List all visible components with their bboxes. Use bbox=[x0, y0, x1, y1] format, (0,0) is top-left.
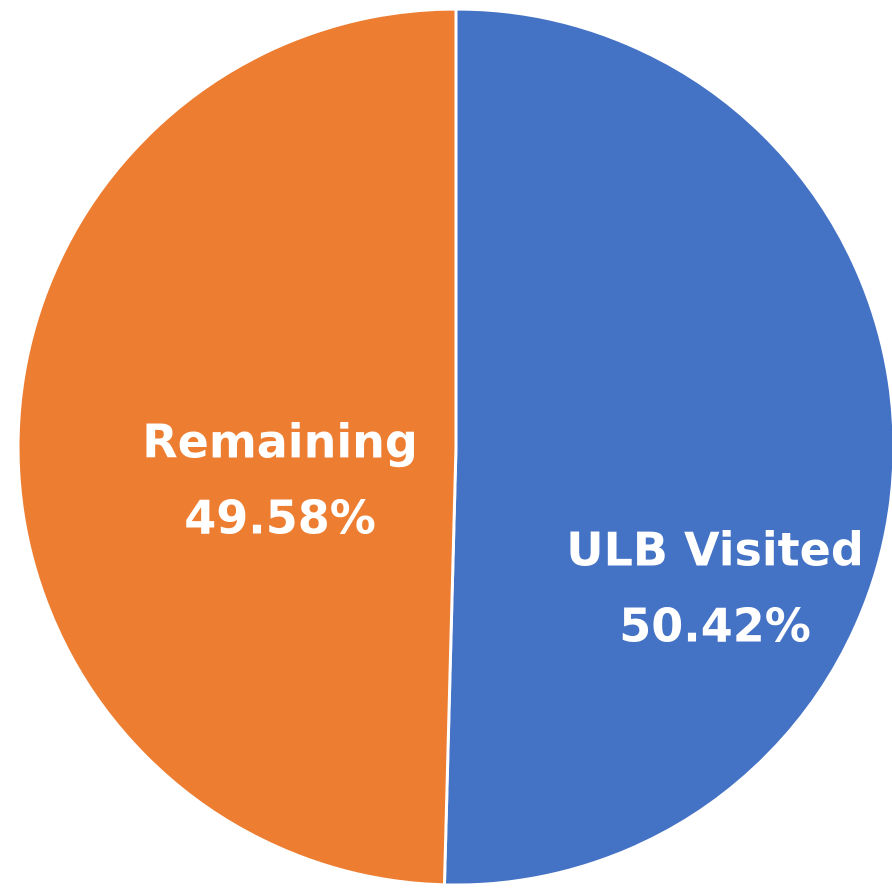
slice-name: Remaining bbox=[142, 415, 418, 469]
pie-slice bbox=[442, 7, 892, 887]
slice-name: ULB Visited bbox=[566, 523, 864, 577]
pie-slice bbox=[16, 7, 458, 887]
slice-value: 49.58% bbox=[184, 491, 376, 545]
slice-value: 50.42% bbox=[619, 599, 811, 653]
